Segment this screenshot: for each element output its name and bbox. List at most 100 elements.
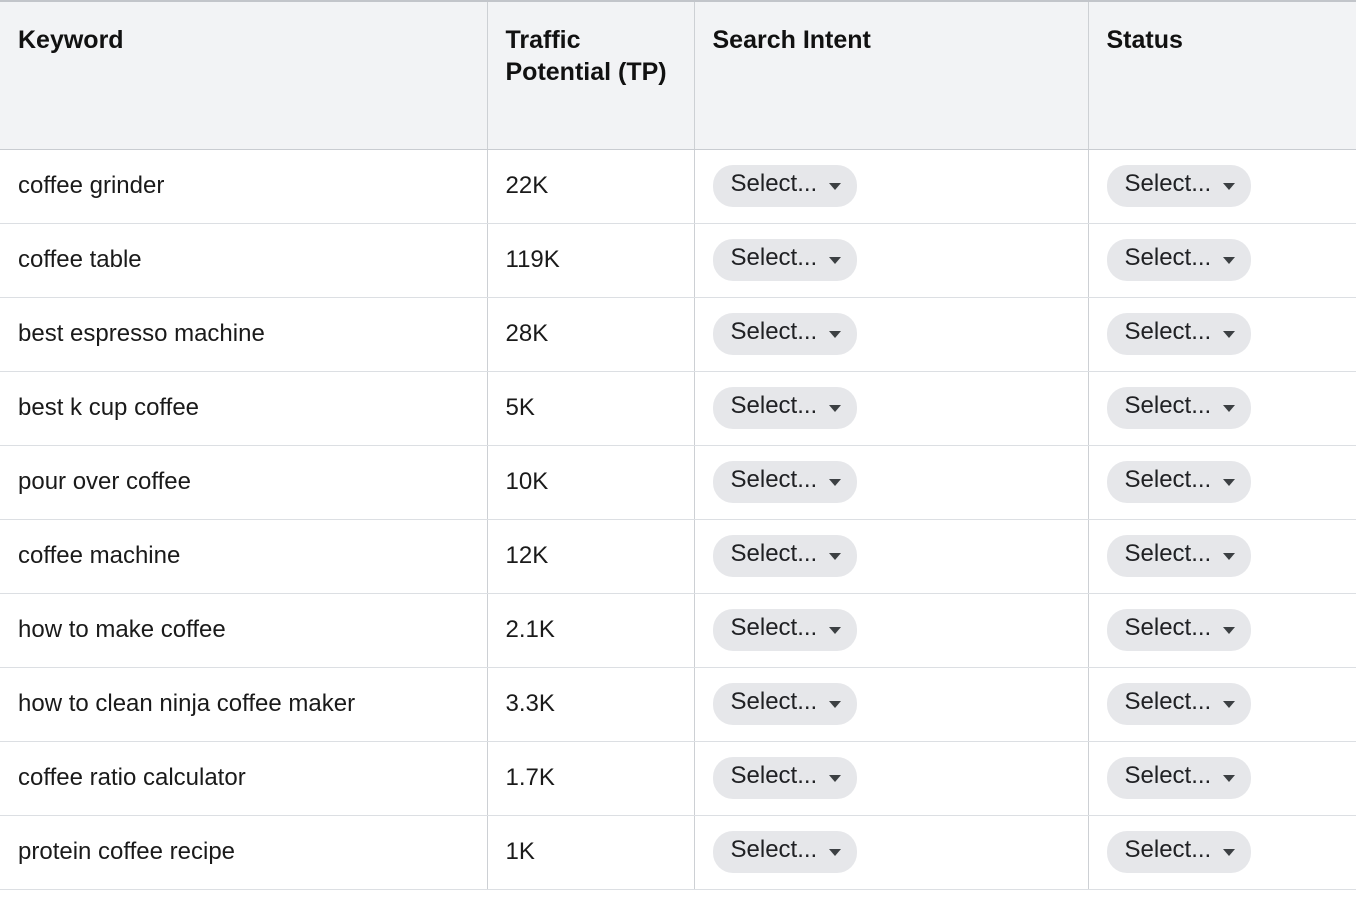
status-select[interactable]: Select... bbox=[1106, 461, 1252, 503]
table-row: protein coffee recipe 1K Select... Selec… bbox=[0, 815, 1356, 890]
search-intent-cell: Select... bbox=[693, 297, 1088, 372]
select-label: Select... bbox=[1124, 836, 1212, 863]
search-intent-select[interactable]: Select... bbox=[712, 387, 858, 429]
search-intent-select[interactable]: Select... bbox=[712, 535, 858, 577]
chevron-down-icon bbox=[829, 552, 842, 560]
keyword-cell: protein coffee recipe bbox=[0, 815, 487, 890]
traffic-potential-cell: 1K bbox=[486, 815, 694, 890]
chevron-down-icon bbox=[1223, 626, 1236, 634]
status-cell: Select... bbox=[1087, 223, 1356, 298]
table-row: best espresso machine 28K Select... Sele… bbox=[0, 297, 1356, 372]
chevron-down-icon bbox=[1223, 256, 1236, 264]
column-header-traffic-potential: Traffic Potential (TP) bbox=[486, 1, 694, 150]
chevron-down-icon bbox=[829, 404, 842, 412]
traffic-potential-cell: 2.1K bbox=[486, 593, 694, 668]
status-select[interactable]: Select... bbox=[1106, 239, 1252, 281]
traffic-potential-cell: 1.7K bbox=[486, 741, 694, 816]
keyword-cell: how to make coffee bbox=[0, 593, 487, 668]
status-select[interactable]: Select... bbox=[1106, 609, 1252, 651]
search-intent-select[interactable]: Select... bbox=[712, 683, 858, 725]
select-label: Select... bbox=[1124, 392, 1212, 419]
select-label: Select... bbox=[730, 614, 818, 641]
header-row: Keyword Traffic Potential (TP) Search In… bbox=[0, 1, 1356, 150]
status-select[interactable]: Select... bbox=[1106, 683, 1252, 725]
table-row: pour over coffee 10K Select... Select... bbox=[0, 445, 1356, 520]
table-header: Keyword Traffic Potential (TP) Search In… bbox=[0, 1, 1356, 150]
select-label: Select... bbox=[1124, 762, 1212, 789]
search-intent-cell: Select... bbox=[693, 593, 1088, 668]
traffic-potential-cell: 22K bbox=[486, 149, 694, 224]
search-intent-select[interactable]: Select... bbox=[712, 239, 858, 281]
status-cell: Select... bbox=[1087, 667, 1356, 742]
status-cell: Select... bbox=[1087, 371, 1356, 446]
chevron-down-icon bbox=[829, 700, 842, 708]
column-header-search-intent: Search Intent bbox=[693, 1, 1088, 150]
search-intent-select[interactable]: Select... bbox=[712, 313, 858, 355]
search-intent-cell: Select... bbox=[693, 741, 1088, 816]
table-row: how to make coffee 2.1K Select... Select… bbox=[0, 593, 1356, 668]
search-intent-select[interactable]: Select... bbox=[712, 609, 858, 651]
status-cell: Select... bbox=[1087, 519, 1356, 594]
select-label: Select... bbox=[730, 762, 818, 789]
search-intent-select[interactable]: Select... bbox=[712, 165, 858, 207]
status-select[interactable]: Select... bbox=[1106, 831, 1252, 873]
select-label: Select... bbox=[730, 540, 818, 567]
search-intent-cell: Select... bbox=[693, 445, 1088, 520]
table-row: how to clean ninja coffee maker 3.3K Sel… bbox=[0, 667, 1356, 742]
select-label: Select... bbox=[730, 688, 818, 715]
status-select[interactable]: Select... bbox=[1106, 757, 1252, 799]
table-row: best k cup coffee 5K Select... Select... bbox=[0, 371, 1356, 446]
table-body: coffee grinder 22K Select... Select... c… bbox=[0, 149, 1356, 890]
search-intent-cell: Select... bbox=[693, 371, 1088, 446]
status-cell: Select... bbox=[1087, 149, 1356, 224]
search-intent-select[interactable]: Select... bbox=[712, 757, 858, 799]
select-label: Select... bbox=[730, 836, 818, 863]
search-intent-select[interactable]: Select... bbox=[712, 831, 858, 873]
search-intent-cell: Select... bbox=[693, 667, 1088, 742]
select-label: Select... bbox=[1124, 540, 1212, 567]
status-cell: Select... bbox=[1087, 297, 1356, 372]
select-label: Select... bbox=[1124, 244, 1212, 271]
traffic-potential-cell: 119K bbox=[486, 223, 694, 298]
column-header-status: Status bbox=[1087, 1, 1356, 150]
status-cell: Select... bbox=[1087, 741, 1356, 816]
table-row: coffee ratio calculator 1.7K Select... S… bbox=[0, 741, 1356, 816]
status-select[interactable]: Select... bbox=[1106, 535, 1252, 577]
status-select[interactable]: Select... bbox=[1106, 387, 1252, 429]
search-intent-cell: Select... bbox=[693, 519, 1088, 594]
traffic-potential-cell: 3.3K bbox=[486, 667, 694, 742]
select-label: Select... bbox=[1124, 318, 1212, 345]
chevron-down-icon bbox=[829, 774, 842, 782]
keyword-cell: best espresso machine bbox=[0, 297, 487, 372]
chevron-down-icon bbox=[829, 848, 842, 856]
keyword-cell: coffee machine bbox=[0, 519, 487, 594]
status-select[interactable]: Select... bbox=[1106, 165, 1252, 207]
search-intent-cell: Select... bbox=[693, 223, 1088, 298]
chevron-down-icon bbox=[1223, 552, 1236, 560]
search-intent-cell: Select... bbox=[693, 815, 1088, 890]
search-intent-select[interactable]: Select... bbox=[712, 461, 858, 503]
traffic-potential-cell: 28K bbox=[486, 297, 694, 372]
traffic-potential-cell: 12K bbox=[486, 519, 694, 594]
chevron-down-icon bbox=[829, 256, 842, 264]
status-cell: Select... bbox=[1087, 815, 1356, 890]
chevron-down-icon bbox=[829, 626, 842, 634]
select-label: Select... bbox=[1124, 170, 1212, 197]
status-select[interactable]: Select... bbox=[1106, 313, 1252, 355]
keyword-cell: coffee grinder bbox=[0, 149, 487, 224]
keyword-cell: how to clean ninja coffee maker bbox=[0, 667, 487, 742]
chevron-down-icon bbox=[1223, 700, 1236, 708]
chevron-down-icon bbox=[1223, 774, 1236, 782]
search-intent-cell: Select... bbox=[693, 149, 1088, 224]
status-cell: Select... bbox=[1087, 593, 1356, 668]
keyword-cell: best k cup coffee bbox=[0, 371, 487, 446]
chevron-down-icon bbox=[829, 330, 842, 338]
traffic-potential-cell: 10K bbox=[486, 445, 694, 520]
chevron-down-icon bbox=[1223, 330, 1236, 338]
select-label: Select... bbox=[730, 466, 818, 493]
keyword-cell: coffee ratio calculator bbox=[0, 741, 487, 816]
chevron-down-icon bbox=[829, 182, 842, 190]
select-label: Select... bbox=[1124, 688, 1212, 715]
chevron-down-icon bbox=[829, 478, 842, 486]
